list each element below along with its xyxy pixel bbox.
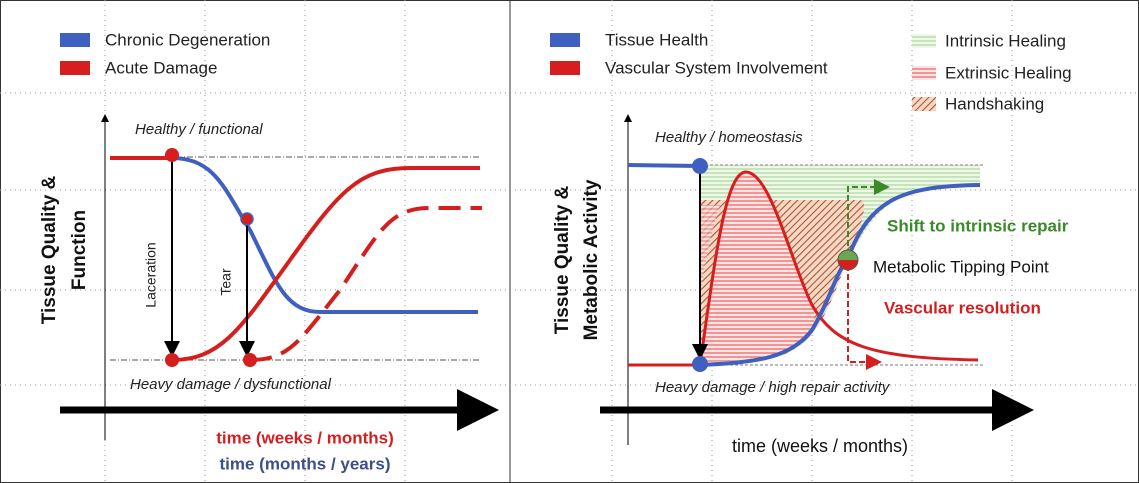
point (165, 353, 179, 367)
legend-swatch (60, 33, 90, 47)
legend-swatch (912, 66, 936, 80)
x-label: time (months / years) (220, 454, 391, 473)
y-label: Tissue Quality & (39, 175, 60, 324)
legend-label: Extrinsic Healing (945, 63, 1072, 82)
point (240, 212, 254, 226)
tipping-point (837, 249, 859, 271)
y-label: Tissue Quality & (552, 185, 573, 334)
intrinsic-shift-arrow (847, 179, 890, 255)
legend-swatch (912, 97, 936, 111)
acute-curve (171, 166, 480, 362)
right-panel: Tissue Health Vascular System Involvemen… (550, 30, 1072, 456)
x-label: time (weeks / months) (732, 436, 908, 456)
legend-label: Handshaking (945, 94, 1044, 113)
vascular-resolution-arrow (847, 265, 882, 370)
legend-label: Chronic Degeneration (105, 30, 270, 49)
bottom-label: Heavy damage / dysfunctional (130, 376, 332, 393)
annotation: Metabolic Tipping Point (873, 257, 1049, 276)
chronic-curve (110, 156, 478, 314)
arrow-label: Tear (218, 268, 234, 296)
legend-label: Intrinsic Healing (945, 31, 1066, 50)
y-label: Function (69, 210, 90, 290)
legend-swatch (60, 61, 90, 75)
arrow-label: Laceration (143, 242, 159, 307)
y-label: Metabolic Activity (581, 179, 602, 340)
legend-swatch (550, 61, 580, 75)
x-label: time (weeks / months) (216, 428, 394, 447)
acute-dashed-curve (249, 206, 482, 362)
bottom-label: Heavy damage / high repair activity (655, 379, 891, 396)
tissue-curve (627, 163, 701, 168)
legend-swatch (550, 33, 580, 47)
annotation: Shift to intrinsic repair (887, 216, 1069, 235)
vascular-curve (628, 170, 979, 367)
top-label: Healthy / homeostasis (655, 129, 803, 146)
extrinsic-area (700, 171, 815, 362)
legend-swatch (912, 34, 936, 48)
top-label: Healthy / functional (135, 121, 263, 138)
legend-label: Vascular System Involvement (605, 58, 828, 77)
point (165, 148, 179, 162)
extrinsic-area (700, 205, 720, 362)
left-panel: Chronic Degeneration Acute Damage Tissue… (39, 30, 499, 473)
point (692, 356, 708, 372)
annotation: Vascular resolution (884, 298, 1041, 317)
tissue-curve (699, 183, 981, 367)
legend-label: Tissue Health (605, 30, 708, 49)
legend-label: Acute Damage (105, 58, 217, 77)
point (243, 353, 257, 367)
point (692, 158, 708, 174)
